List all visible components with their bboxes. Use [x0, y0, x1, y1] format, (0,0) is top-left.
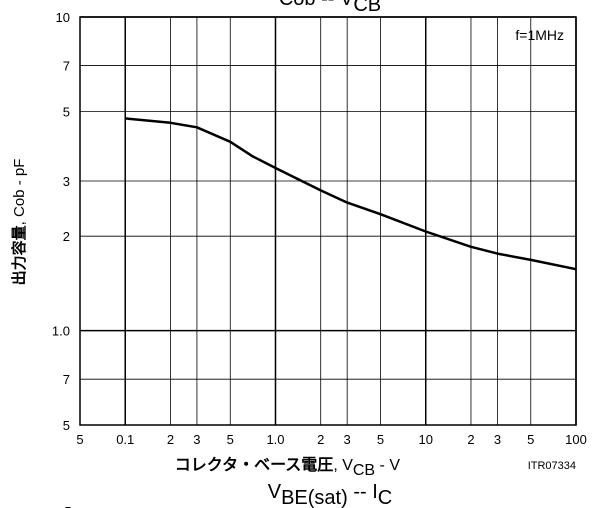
x-label-sub: CB: [353, 462, 375, 479]
next-title-mid: -- I: [348, 481, 378, 503]
x-label-jp: コレクタ・ベース電圧: [175, 456, 334, 474]
y-label-en: , Cob - pF: [11, 159, 28, 226]
x-tick-label: 100: [565, 432, 587, 447]
figure-code: ITR07334: [528, 460, 576, 472]
x-tick-label: 2: [317, 432, 324, 447]
x-tick-label: 0.1: [116, 432, 134, 447]
title-main: Cob -- V: [279, 0, 354, 10]
y-tick-label: 10: [56, 10, 70, 25]
y-tick-label: 7: [63, 59, 70, 74]
x-tick-label: 2: [467, 432, 474, 447]
title-sub: CB: [353, 0, 381, 16]
next-title-main: V: [268, 481, 282, 503]
x-label-unit: - V: [375, 457, 400, 474]
data-line: [125, 117, 577, 271]
y-tick-label: 5: [63, 418, 70, 433]
x-tick-label: 3: [494, 432, 501, 447]
y-tick-label: 5: [63, 104, 70, 119]
plot-frame: [79, 16, 577, 426]
x-label-en: , V: [333, 457, 353, 474]
chart-title: Cob -- VCB: [279, 0, 381, 16]
x-tick-label: 2: [167, 432, 174, 447]
x-axis-label: コレクタ・ベース電圧, VCB - V: [175, 456, 401, 479]
x-tick-label: 3: [193, 432, 200, 447]
x-tick-label: 10: [419, 432, 433, 447]
y-tick-label: 2: [63, 229, 70, 244]
x-tick-label: 5: [76, 432, 83, 447]
x-tick-label: 5: [527, 432, 534, 447]
x-tick-label: 5: [377, 432, 384, 447]
next-title-sub2: C: [378, 487, 392, 508]
x-tick-label: 5: [227, 432, 234, 447]
y-tick-label: 7: [63, 372, 70, 387]
x-tick-label: 1.0: [266, 432, 284, 447]
annotation: f=1MHz: [515, 27, 564, 43]
y-tick-label: 3: [63, 174, 70, 189]
next-chart-tick: 5: [64, 504, 71, 508]
y-label-jp: 出力容量: [10, 225, 28, 285]
next-title-sub: BE(sat): [281, 487, 348, 508]
y-tick-label: 1.0: [52, 324, 70, 339]
next-chart-title: VBE(sat) -- IC: [268, 481, 392, 508]
y-axis-label: 出力容量, Cob - pF: [10, 159, 28, 286]
x-tick-label: 3: [344, 432, 351, 447]
